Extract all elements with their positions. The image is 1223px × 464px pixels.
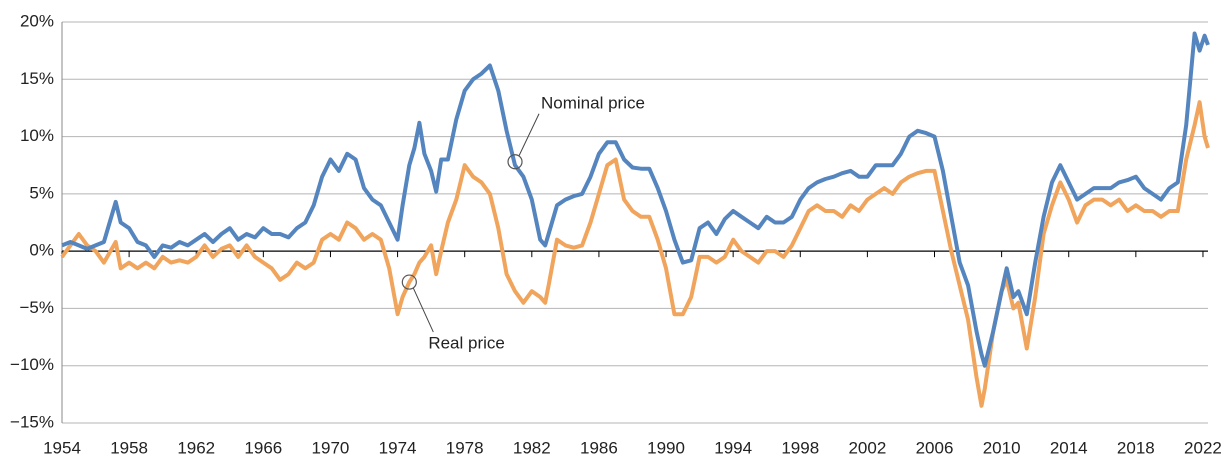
x-tick-label: 1966: [244, 438, 282, 457]
y-tick-label: 20%: [20, 11, 54, 30]
y-tick-label: 10%: [20, 126, 54, 145]
x-tick-label: 1978: [446, 438, 484, 457]
x-tick-label: 1962: [177, 438, 215, 457]
y-tick-label: 5%: [29, 183, 54, 202]
x-tick-label: 2022: [1184, 438, 1222, 457]
annotation-marker: [401, 274, 417, 290]
y-tick-label: −15%: [10, 412, 54, 431]
y-tick-label: 0%: [29, 241, 54, 260]
annotation-text: Nominal price: [541, 93, 645, 112]
annotation-leader: [518, 113, 540, 156]
x-tick-label: 2018: [1117, 438, 1155, 457]
x-tick-label: 1986: [580, 438, 618, 457]
series-line: [61, 31, 1210, 368]
y-tick-label: 15%: [20, 69, 54, 88]
x-tick-label: 2010: [983, 438, 1021, 457]
x-tick-label: 1990: [647, 438, 685, 457]
x-tick-label: 2014: [1050, 438, 1088, 457]
annotation-marker: [507, 154, 523, 170]
y-tick-label: −10%: [10, 355, 54, 374]
annotation-leader: [412, 287, 434, 333]
x-tick-label: 1970: [312, 438, 350, 457]
x-tick-label: 2006: [916, 438, 954, 457]
x-tick-label: 1994: [714, 438, 752, 457]
x-tick-label: 1958: [110, 438, 148, 457]
x-tick-label: 1954: [43, 438, 81, 457]
x-tick-label: 1982: [513, 438, 551, 457]
series-line: [60, 100, 1210, 408]
x-tick-label: 1974: [379, 438, 417, 457]
annotation-text: Real price: [428, 334, 505, 353]
x-tick-label: 1998: [781, 438, 819, 457]
y-tick-label: −5%: [20, 298, 55, 317]
x-tick-label: 2002: [848, 438, 886, 457]
